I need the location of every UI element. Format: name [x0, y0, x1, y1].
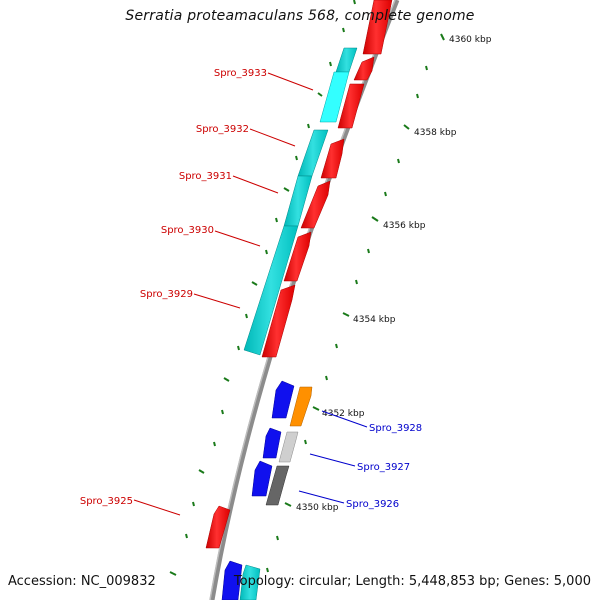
- gene-feature-red-spro-3931[interactable]: [300, 180, 331, 229]
- tick: [266, 567, 269, 573]
- tick: [307, 123, 310, 129]
- tick: [371, 216, 379, 222]
- tick: [317, 92, 323, 97]
- gene-feature-blue-upper[interactable]: [271, 380, 295, 419]
- gene-feature-cyan-spro-3930-3929[interactable]: [243, 225, 299, 356]
- gene-label-spro-3926[interactable]: Spro_3926: [346, 499, 399, 510]
- kbp-label-4352: 4352 kbp: [322, 409, 365, 419]
- gene-feature-cyan-top[interactable]: [335, 47, 358, 73]
- kbp-label-4354: 4354 kbp: [353, 315, 396, 325]
- accession-text: Accession: NC_009832: [8, 574, 156, 589]
- gene-label-spro-3925[interactable]: Spro_3925: [80, 496, 133, 507]
- gene-label-spro-3927[interactable]: Spro_3927: [357, 462, 410, 473]
- leader-line-spro-3932: [249, 128, 296, 147]
- tick: [192, 501, 195, 507]
- gene-feature-blue-middle[interactable]: [262, 427, 282, 459]
- red-leader-lines: [133, 72, 314, 516]
- gene-label-spro-3933[interactable]: Spro_3933: [214, 68, 267, 79]
- blue-leader-lines: [298, 410, 368, 504]
- gene-feature-darkgray-spro-3926[interactable]: [265, 465, 290, 506]
- leader-line-spro-3925: [133, 499, 181, 516]
- gene-feature-red-spro-3932[interactable]: [320, 138, 345, 179]
- gene-feature-red-spro-3925[interactable]: [205, 505, 231, 549]
- tick: [275, 217, 278, 223]
- tick: [169, 571, 177, 576]
- tick: [185, 533, 188, 539]
- reverse-tick-ring: [169, 0, 356, 576]
- tick: [355, 279, 358, 285]
- leader-line-spro-3927: [309, 453, 356, 467]
- tick: [403, 124, 410, 130]
- tick: [342, 312, 350, 317]
- gene-feature-blue-lower[interactable]: [251, 460, 273, 497]
- leader-line-spro-3929: [193, 293, 241, 309]
- tick: [397, 158, 400, 164]
- gene-feature-red-spro-3930[interactable]: [283, 231, 312, 282]
- gene-feature-red-spro-3933[interactable]: [337, 83, 365, 129]
- leader-line-spro-3930: [214, 230, 261, 247]
- tick: [198, 469, 205, 474]
- topology-summary: Topology: circular; Length: 5,448,853 bp…: [233, 574, 591, 589]
- gene-label-spro-3929[interactable]: Spro_3929: [140, 289, 193, 300]
- tick: [335, 343, 338, 349]
- map-title: Serratia proteamaculans 568, complete ge…: [125, 8, 475, 24]
- tick: [245, 313, 248, 319]
- tick: [367, 248, 370, 254]
- tick: [325, 375, 328, 381]
- gene-feature-lightgray-spro-3927[interactable]: [278, 431, 299, 463]
- gene-feature-red-spro-3929[interactable]: [261, 284, 296, 358]
- leader-line-spro-3928: [321, 410, 368, 428]
- tick: [416, 93, 419, 99]
- tick: [251, 281, 258, 286]
- kbp-label-4350: 4350 kbp: [296, 503, 339, 513]
- gene-label-spro-3928[interactable]: Spro_3928: [369, 423, 422, 434]
- kbp-label-4358: 4358 kbp: [414, 128, 457, 138]
- tick: [213, 441, 216, 447]
- tick: [295, 155, 298, 161]
- tick: [223, 377, 230, 382]
- tick: [276, 535, 279, 541]
- gene-feature-orange-spro-3928[interactable]: [289, 386, 313, 427]
- tick: [283, 187, 290, 192]
- leader-line-spro-3931: [232, 175, 279, 194]
- tick: [329, 61, 332, 67]
- tick: [384, 191, 387, 197]
- gene-label-spro-3930[interactable]: Spro_3930: [161, 225, 214, 236]
- kbp-label-4360: 4360 kbp: [449, 35, 492, 45]
- forward-tick-ring: [266, 33, 445, 573]
- kbp-label-4356: 4356 kbp: [383, 221, 426, 231]
- leader-line-spro-3926: [298, 490, 345, 504]
- leader-line-spro-3933: [267, 72, 314, 91]
- tick: [312, 406, 320, 411]
- tick: [237, 345, 240, 351]
- tick: [440, 33, 445, 41]
- gene-feature-top-red[interactable]: [362, 0, 393, 55]
- gene-feature-cyan-spro-3933[interactable]: [319, 71, 350, 123]
- tick: [342, 27, 345, 33]
- tick: [265, 249, 268, 255]
- tick: [284, 502, 292, 507]
- gene-feature-red-a[interactable]: [353, 56, 375, 81]
- tick: [221, 409, 224, 415]
- tick: [425, 65, 428, 71]
- gene-label-spro-3932[interactable]: Spro_3932: [196, 124, 249, 135]
- tick: [353, 0, 356, 5]
- tick: [304, 439, 307, 445]
- gene-label-spro-3931[interactable]: Spro_3931: [179, 171, 232, 182]
